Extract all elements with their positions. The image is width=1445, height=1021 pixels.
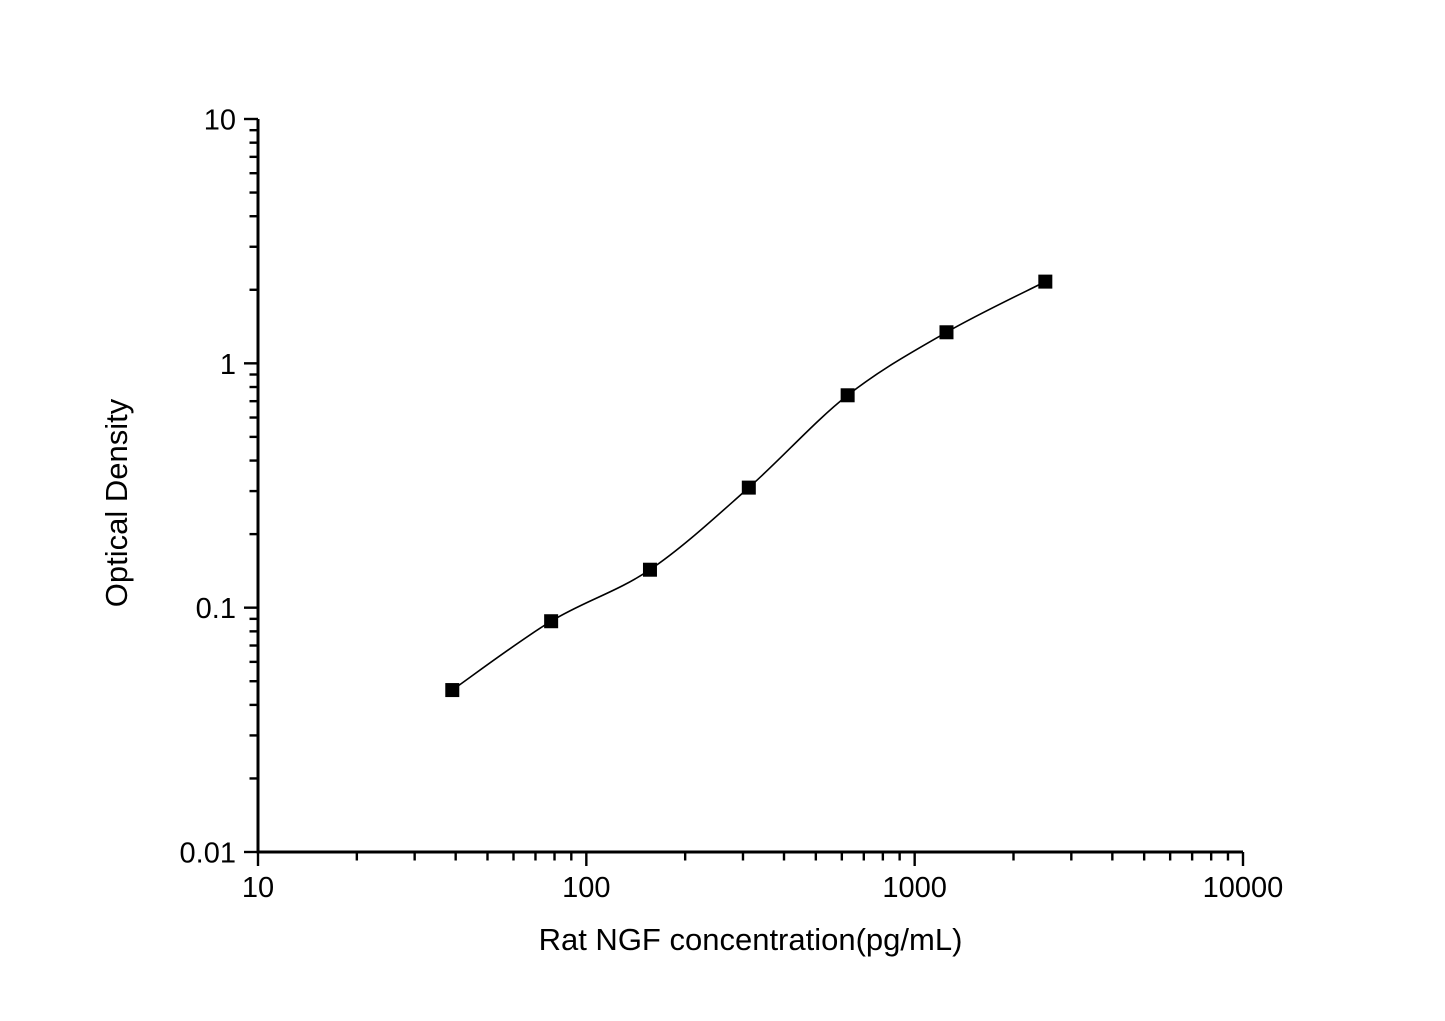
data-point-marker: [1038, 274, 1053, 289]
x-tick-label: 100: [562, 872, 610, 904]
x-axis-title: Rat NGF concentration(pg/mL): [538, 922, 963, 957]
data-point-marker: [939, 325, 954, 340]
y-tick-label: 0.01: [180, 838, 236, 870]
data-point-marker: [840, 388, 855, 403]
x-tick-label: 10000: [1203, 872, 1284, 904]
data-point-marker: [642, 562, 657, 577]
data-point-marker: [741, 480, 756, 495]
x-tick-label: 10: [242, 872, 274, 904]
data-point-marker: [445, 683, 460, 698]
y-axis-title: Optical Density: [99, 398, 134, 608]
y-tick-label: 0.1: [196, 593, 236, 625]
data-point-marker: [544, 614, 559, 629]
y-tick-label: 1: [220, 349, 236, 381]
x-tick-label: 1000: [882, 872, 947, 904]
y-tick-label: 10: [204, 105, 236, 137]
